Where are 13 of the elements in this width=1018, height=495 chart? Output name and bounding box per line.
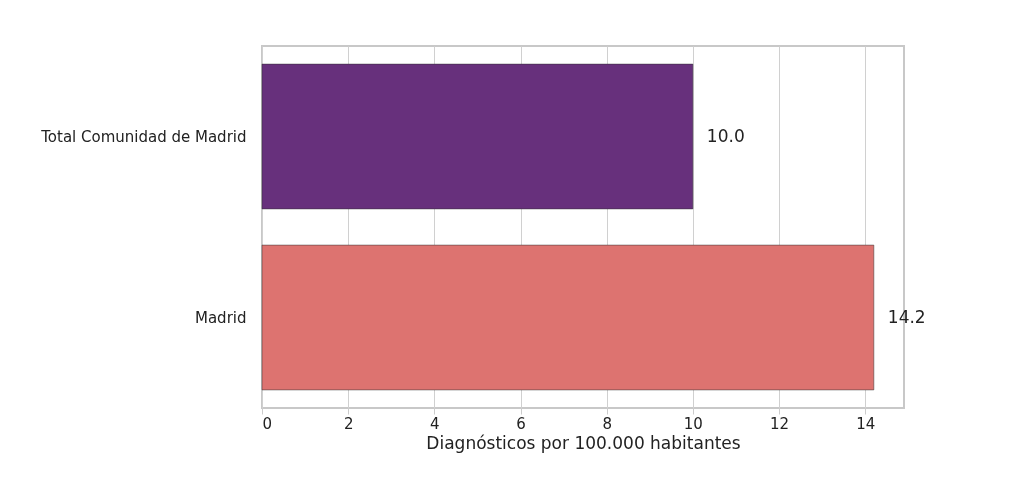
y-tick-label: Total Comunidad de Madrid: [40, 127, 247, 146]
x-tick-label: 8: [602, 414, 612, 433]
x-tick-label: 2: [343, 414, 354, 433]
x-tick-label: 0: [262, 414, 273, 433]
x-tick-label: 10: [683, 414, 703, 433]
x-tick-label: 14: [856, 414, 876, 433]
x-axis-title: Diagnósticos por 100.000 habitantes: [426, 432, 741, 453]
data-label: 14.2: [887, 306, 926, 327]
data-label: 10.0: [706, 125, 745, 146]
x-tick-label: 6: [516, 414, 526, 433]
y-tick-label: Madrid: [194, 308, 247, 327]
x-tick-label: 12: [770, 414, 790, 433]
x-tick-label: 4: [430, 414, 440, 433]
